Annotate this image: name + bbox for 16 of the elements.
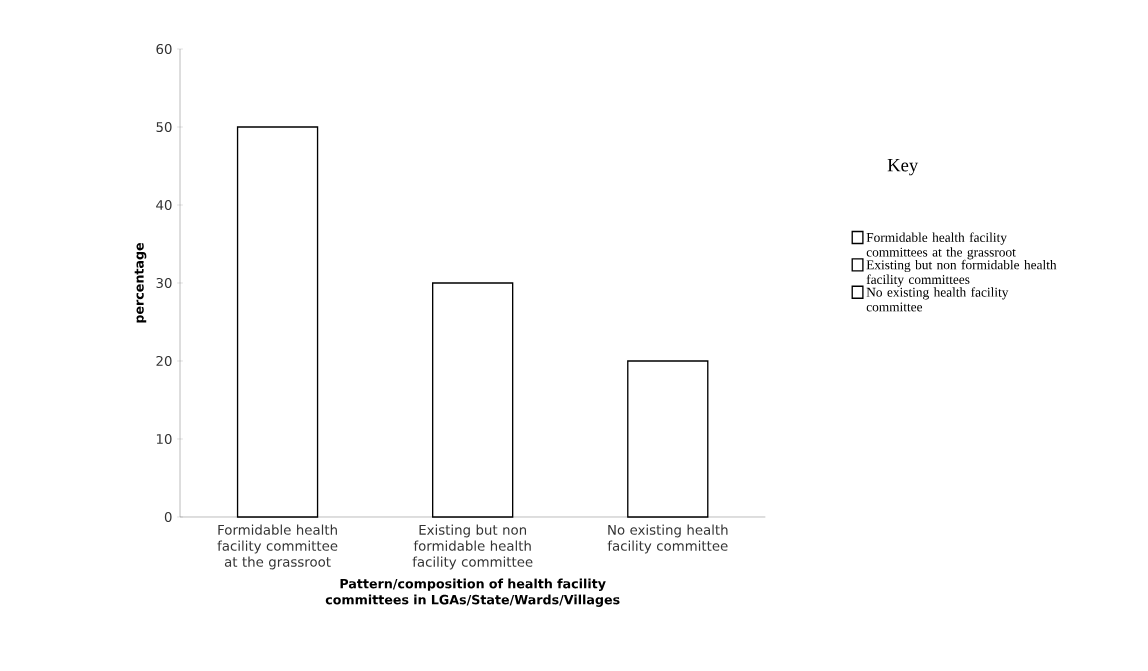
x-tick-label: Existing but non formidable health facility committee [412,524,533,570]
x-axis-title: Pattern/composition of health facility committees in LGAs/State/Wards/Villages [325,578,620,607]
legend-label: No existing health facility committee [866,287,1009,312]
y-tick-label: 0 [164,511,172,523]
y-axis-title: percentage [134,242,147,323]
y-tick-label: 40 [156,199,172,211]
legend-label: Existing but non formidable health facility committees [866,259,1057,287]
y-tick-label: 60 [156,43,172,55]
legend-title: Key [887,159,919,176]
y-tick-label: 30 [156,277,172,289]
y-tick-label: 10 [156,433,172,445]
y-tick-label: 20 [156,355,172,367]
y-tick-label: 50 [156,121,172,133]
legend-label: Formidable health facility committees at the grassroot [866,232,1016,260]
x-tick-label: Formidable health facility committee at the grassroot [217,524,338,570]
x-tick-label: No existing health facility committee [607,524,728,554]
